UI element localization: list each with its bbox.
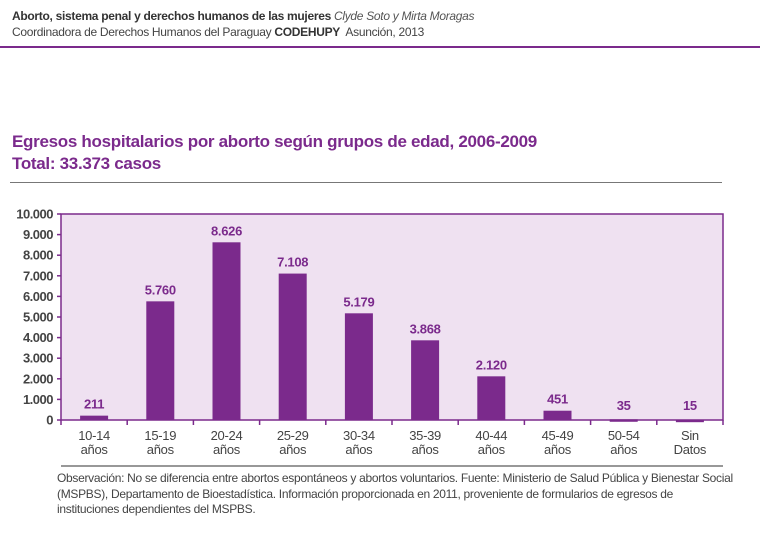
y-tick-label: 0 (46, 413, 53, 428)
y-tick-label: 10.000 (16, 207, 53, 222)
publisher-acronym: CODEHUPY (274, 25, 341, 39)
x-tick-label: años (478, 442, 506, 457)
title-divider (10, 182, 722, 183)
x-tick-label: años (610, 442, 638, 457)
header-divider (0, 46, 760, 48)
x-tick-label: 30-34 (343, 428, 375, 443)
bar (411, 340, 440, 420)
x-tick-label: 20-24 (211, 428, 243, 443)
data-label: 8.626 (211, 223, 242, 238)
y-tick-label: 2.000 (23, 371, 53, 386)
x-tick-label: años (345, 442, 373, 457)
data-label: 15 (683, 398, 697, 413)
publisher: Coordinadora de Derechos Humanos del Par… (12, 25, 272, 39)
y-tick-label: 8.000 (23, 248, 53, 263)
data-label: 35 (617, 398, 631, 413)
data-label: 451 (547, 392, 568, 407)
chart-note: Observación: No se diferencia entre abor… (57, 471, 733, 516)
y-tick-label: 4.000 (23, 330, 53, 345)
book-title: Aborto, sistema penal y derechos humanos… (12, 9, 331, 23)
data-label: 211 (84, 397, 104, 412)
data-label: 5.760 (145, 282, 176, 297)
data-label: 7.108 (277, 255, 308, 270)
page-header: Aborto, sistema penal y derechos humanos… (12, 8, 475, 40)
bar (212, 242, 241, 420)
x-tick-label: años (81, 442, 109, 457)
y-tick-label: 1.000 (23, 392, 53, 407)
x-tick-label: 35-39 (409, 428, 441, 443)
bar (80, 415, 109, 420)
data-label: 5.179 (343, 294, 374, 309)
chart-title: Egresos hospitalarios por aborto según g… (12, 132, 537, 151)
y-tick-label: 6.000 (23, 289, 53, 304)
x-tick-label: 45-49 (542, 428, 574, 443)
x-tick-label: 15-19 (144, 428, 176, 443)
bar (278, 273, 307, 420)
bar (344, 313, 373, 420)
data-label: 2.120 (476, 357, 507, 372)
y-tick-label: 5.000 (23, 310, 53, 325)
x-tick-label: 40-44 (475, 428, 507, 443)
place-year: Asunción, 2013 (345, 25, 424, 39)
x-tick-label: 10-14 (78, 428, 110, 443)
x-tick-label: años (412, 442, 440, 457)
y-tick-label: 7.000 (23, 268, 53, 283)
x-tick-label: años (213, 442, 241, 457)
x-tick-label: años (279, 442, 307, 457)
chart-subtitle: Total: 33.373 casos (12, 154, 161, 173)
bar (675, 419, 704, 423)
bar (146, 301, 175, 420)
x-tick-label: 50-54 (608, 428, 640, 443)
chart-title-block: Egresos hospitalarios por aborto según g… (12, 131, 537, 175)
bar (543, 410, 572, 420)
x-tick-label: 25-29 (277, 428, 309, 443)
authors: Clyde Soto y Mirta Moragas (334, 9, 475, 23)
bar (477, 376, 506, 420)
bar (609, 419, 638, 422)
y-tick-label: 9.000 (23, 227, 53, 242)
x-tick-label: Sin (681, 428, 699, 443)
x-tick-label: Datos (674, 442, 707, 457)
x-tick-label: años (544, 442, 572, 457)
x-tick-label: años (147, 442, 175, 457)
y-tick-label: 3.000 (23, 351, 53, 366)
data-label: 3.868 (410, 321, 441, 336)
